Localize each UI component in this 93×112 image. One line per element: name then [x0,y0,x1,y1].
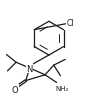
Text: Cl: Cl [66,19,74,28]
Text: N: N [26,64,33,73]
Text: O: O [11,85,18,94]
Text: NH₂: NH₂ [56,86,69,92]
